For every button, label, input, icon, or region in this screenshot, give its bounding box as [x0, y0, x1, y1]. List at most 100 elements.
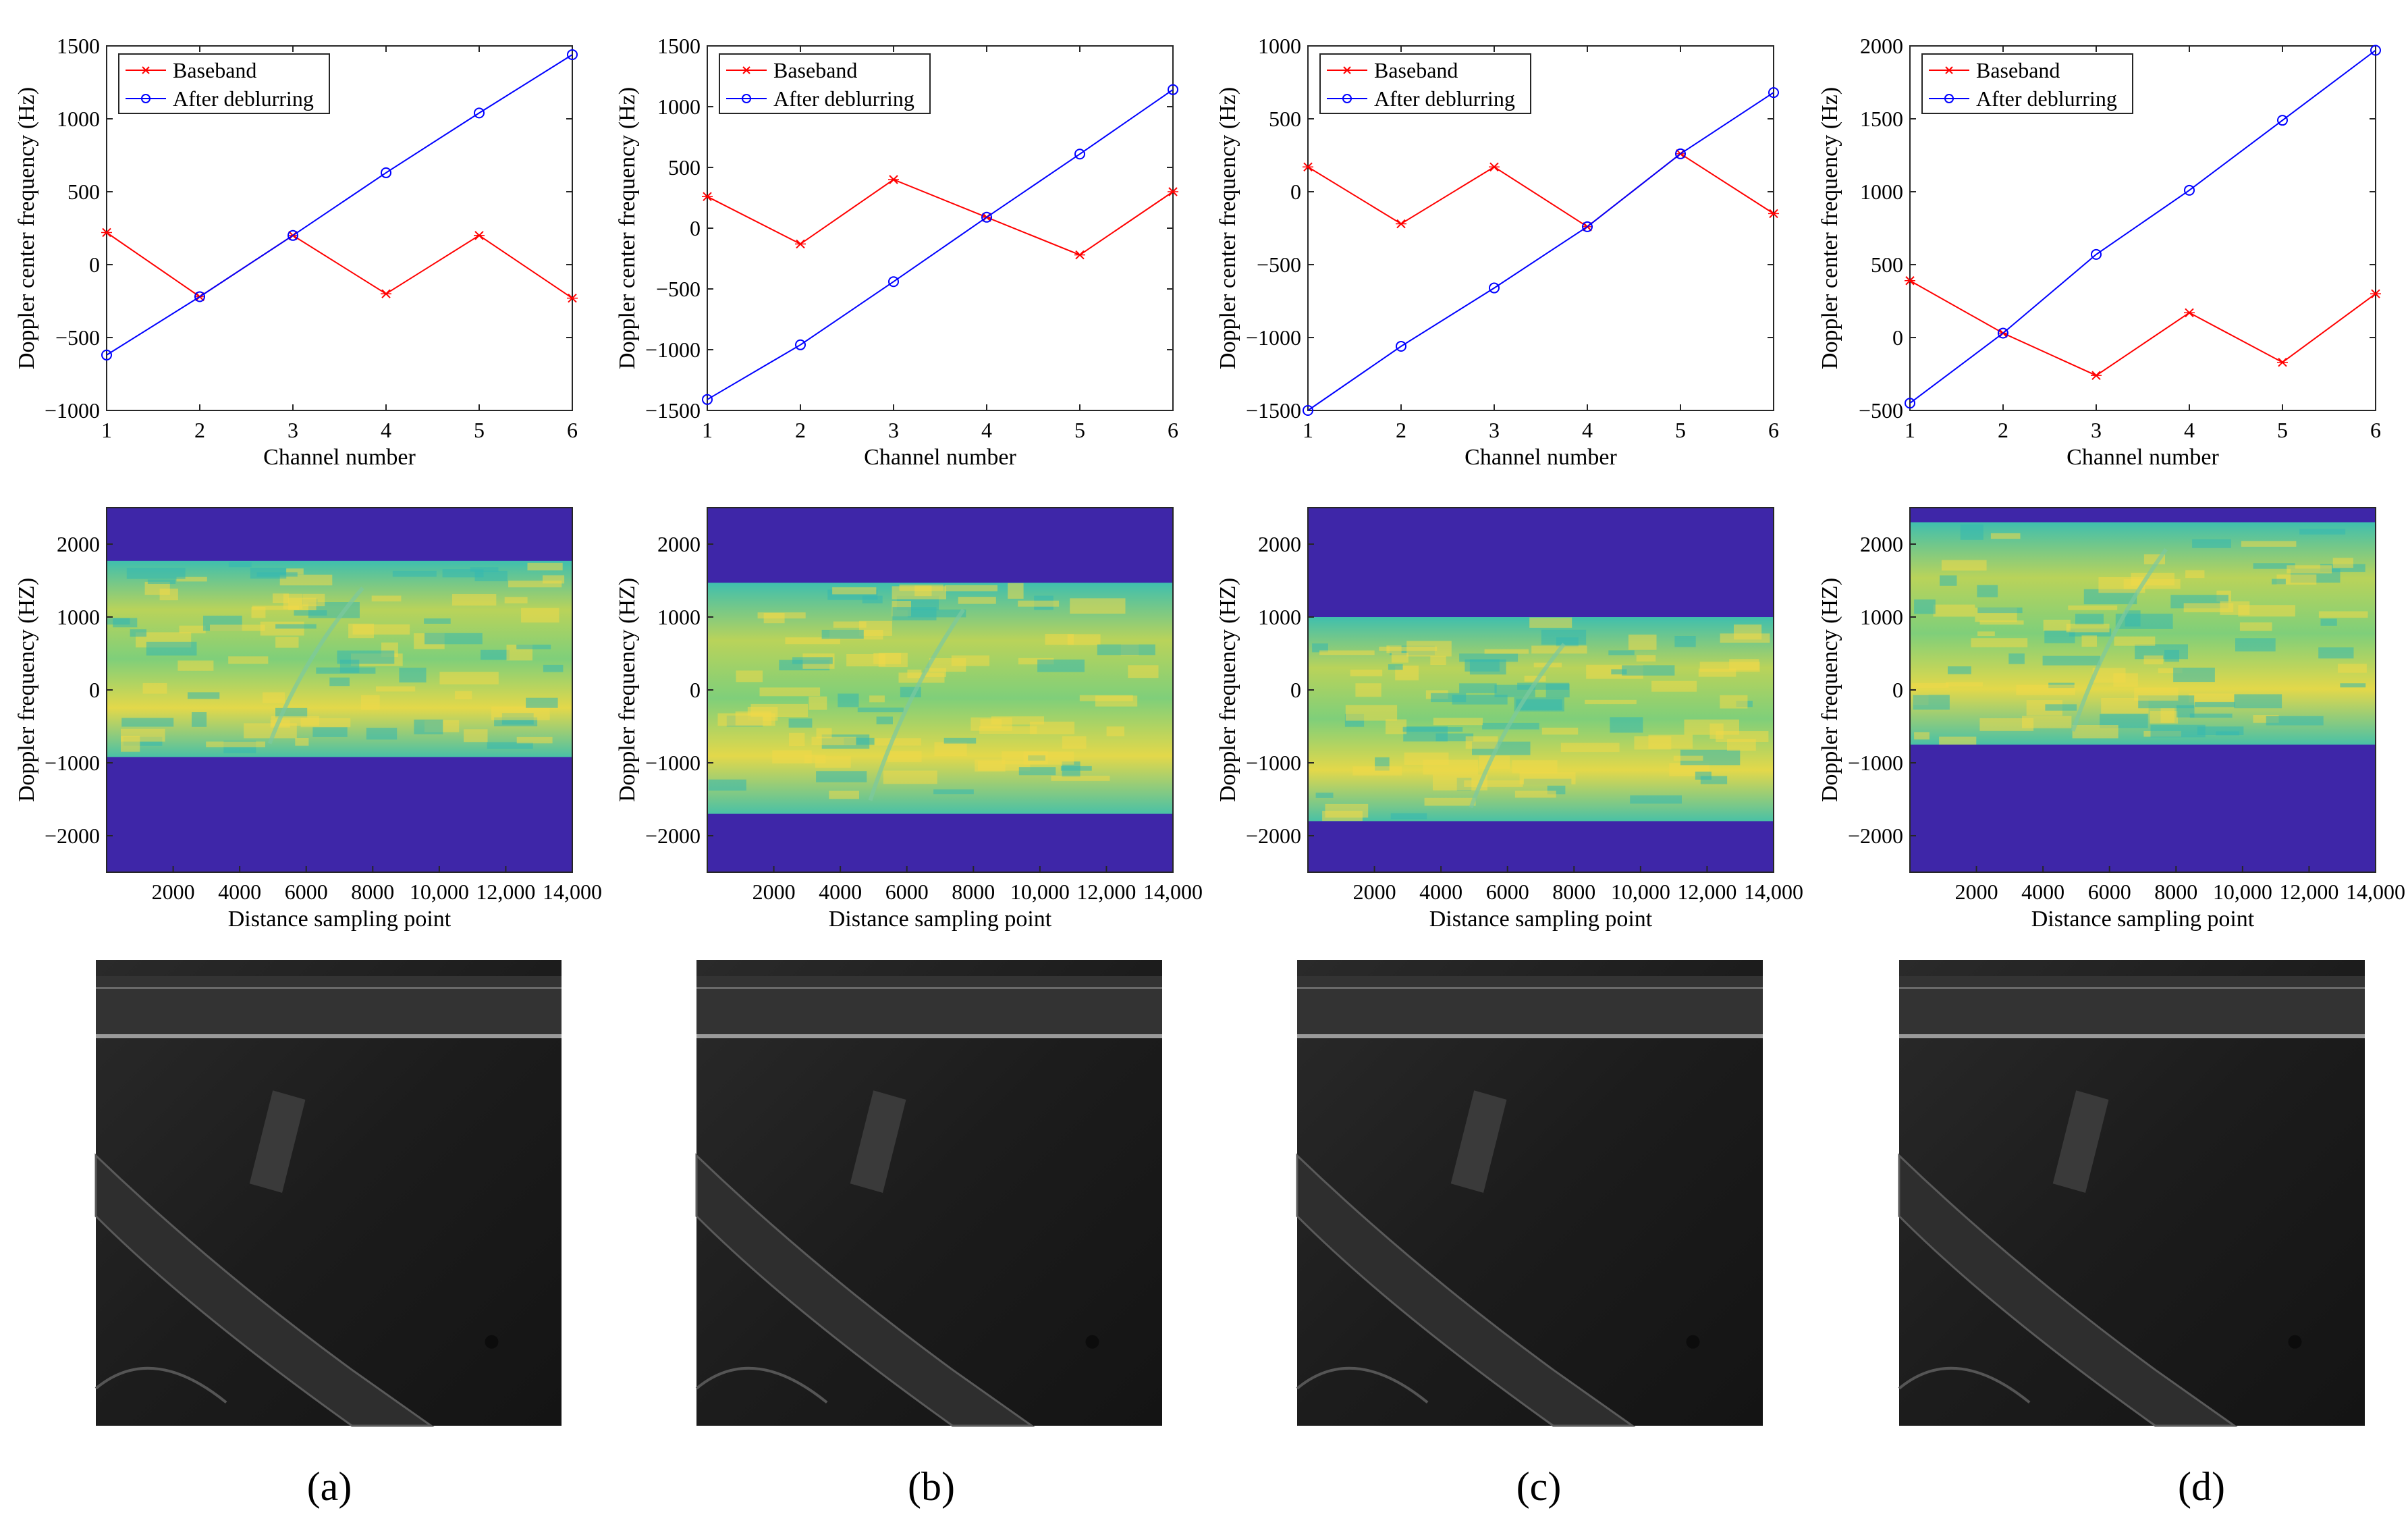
x-axis-label: Distance sampling point — [2031, 907, 2255, 932]
legend-box — [1319, 53, 1531, 114]
x-tick-label: 1 — [101, 418, 112, 442]
data-point-circle — [2091, 248, 2102, 260]
texture-patch — [1514, 791, 1556, 798]
plot-frame — [1307, 45, 1774, 411]
texture-patch — [1979, 620, 2024, 625]
legend-entry: Baseband — [773, 58, 857, 82]
texture-patch — [1979, 718, 2034, 731]
texture-curve — [267, 586, 364, 745]
y-tick-label: 500 — [1269, 107, 1301, 131]
texture-patch — [887, 751, 922, 762]
y-axis-label: Doppler frequency (HZ) — [615, 578, 640, 802]
series-line — [1909, 49, 2376, 404]
texture-patch — [2320, 564, 2365, 572]
y-tick-label: 1000 — [657, 95, 701, 119]
texture-patch — [1029, 722, 1075, 734]
texture-patch — [1391, 653, 1408, 663]
texture-patch — [361, 695, 380, 710]
sar-curve — [1898, 1366, 2031, 1404]
y-tick-label: −1000 — [1246, 751, 1301, 775]
texture-patch — [2008, 653, 2025, 664]
x-tick-label: 2000 — [1353, 880, 1396, 904]
texture-patch — [1018, 658, 1054, 665]
y-axis-label: Doppler center frequency (Hz) — [1817, 87, 1842, 369]
texture-patch — [1636, 655, 1656, 662]
y-tick-label: 1000 — [657, 605, 701, 629]
series-after-deblurring — [1303, 87, 1779, 416]
series-baseband — [702, 175, 1178, 260]
texture-patch — [1628, 635, 1657, 650]
texture-patch — [1990, 533, 2021, 539]
legend-entry: After deblurring — [173, 86, 314, 111]
y-tick-label: −1000 — [1848, 751, 1903, 775]
texture-patch — [869, 695, 885, 703]
sar-dark-spot — [2288, 1335, 2302, 1349]
texture-patch — [875, 738, 921, 746]
texture-patch — [788, 718, 813, 728]
sar-road-line — [1899, 987, 2365, 989]
texture-patch — [1727, 739, 1756, 751]
y-tick-label: −1500 — [645, 398, 701, 423]
texture-patch — [1680, 749, 1741, 766]
x-tick-label: 8000 — [351, 880, 394, 904]
series-baseband — [1303, 149, 1779, 232]
x-tick-label: 8000 — [952, 880, 995, 904]
x-tick-label: 6000 — [2088, 880, 2131, 904]
texture-patch — [832, 587, 877, 595]
texture-patch — [2197, 726, 2244, 735]
legend-box — [118, 53, 330, 114]
x-tick-label: 6000 — [1486, 880, 1529, 904]
texture-patch — [142, 683, 167, 694]
data-point-circle — [567, 49, 578, 60]
texture-patch — [2340, 683, 2366, 688]
texture-patch — [785, 637, 840, 645]
y-tick-label: 1000 — [1860, 180, 1903, 204]
texture-patch — [2234, 694, 2282, 709]
texture-patch — [521, 608, 559, 623]
y-tick-label: −1500 — [1246, 398, 1301, 423]
texture-patch — [1350, 669, 1383, 676]
legend: Baseband After deblurring — [1319, 53, 1531, 114]
texture-patch — [1465, 736, 1498, 749]
legend-marker — [1944, 94, 1954, 103]
x-tick-label: 6 — [2370, 418, 2381, 442]
data-point-circle — [1396, 340, 1406, 352]
series-line — [1307, 92, 1774, 411]
sar-road-line — [1297, 987, 1763, 989]
x-tick-label: 14,000 — [2346, 880, 2405, 904]
y-axis-label: Doppler frequency (HZ) — [1817, 578, 1842, 802]
texture-patch — [275, 637, 299, 648]
data-point-circle — [702, 394, 713, 405]
x-tick-label: 2 — [1998, 418, 2008, 442]
x-tick-label: 10,000 — [1010, 880, 1070, 904]
texture-patch — [816, 728, 832, 739]
texture-patch — [1404, 752, 1449, 765]
data-point-circle — [194, 291, 205, 302]
texture-patch — [1939, 736, 1977, 745]
y-tick-label: −1000 — [45, 751, 100, 775]
texture-patch — [857, 707, 904, 713]
data-point-circle — [2184, 184, 2195, 196]
texture-patch — [1095, 695, 1138, 707]
texture-patch — [2195, 701, 2235, 707]
texture-patch — [371, 595, 402, 601]
data-point-cross — [888, 175, 899, 184]
data-point-cross — [2184, 308, 2195, 317]
sar-road-band — [1899, 976, 2365, 1038]
texture-patch — [252, 606, 300, 610]
texture-patch — [2100, 714, 2148, 728]
texture-patch — [1541, 629, 1587, 645]
texture-patch — [1325, 803, 1369, 818]
x-axis-label: Channel number — [864, 445, 1016, 470]
texture-patch — [516, 644, 551, 649]
texture-patch — [815, 756, 851, 768]
x-tick-label: 4 — [1582, 418, 1593, 442]
data-point-circle — [1582, 221, 1593, 232]
sar-curve — [1296, 1366, 1429, 1404]
texture-patch — [2266, 716, 2324, 726]
sar-river-bank — [695, 1153, 1035, 1427]
texture-patch — [2238, 605, 2295, 617]
texture-patch — [504, 597, 528, 604]
texture-patch — [2042, 655, 2101, 666]
data-point-circle — [288, 230, 298, 241]
